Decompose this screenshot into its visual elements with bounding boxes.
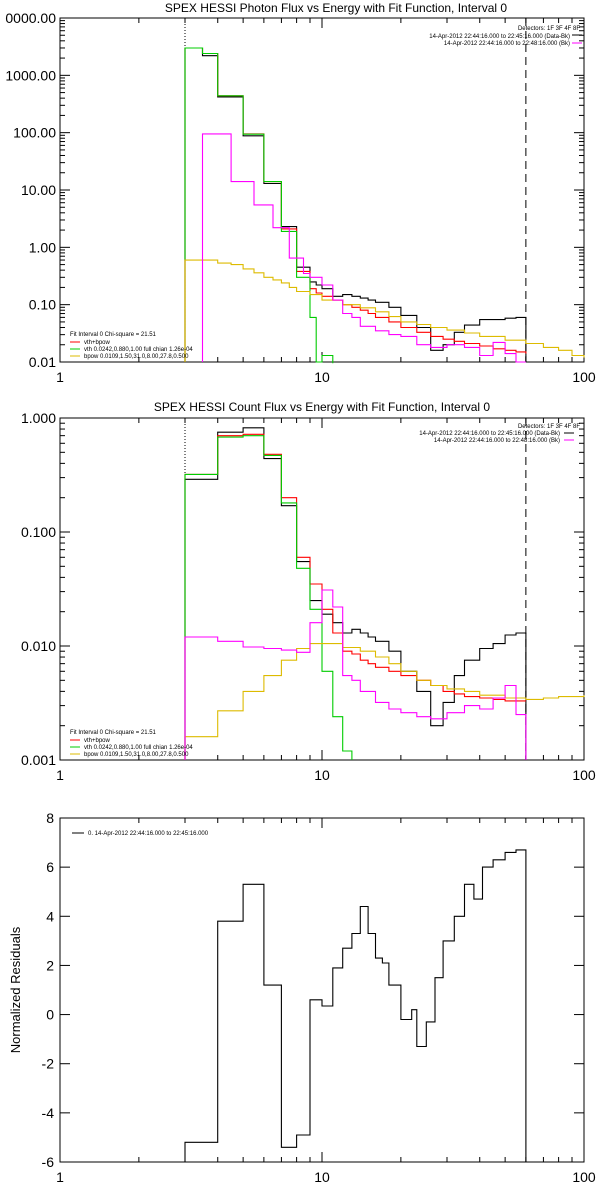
y-tick-label: 6 bbox=[46, 859, 54, 875]
y-tick-label: 2 bbox=[46, 957, 54, 973]
photon-legend-detectors: Detectors: 1F 3F 4F 8F bbox=[518, 26, 580, 32]
y-tick-label: 4 bbox=[46, 908, 54, 924]
series-line-background bbox=[184, 589, 527, 760]
x-tick-label: 1 bbox=[56, 369, 64, 385]
x-tick-label: 1 bbox=[56, 767, 64, 783]
residuals-panel: 1 10 100 -6 -4 -2 0 2 4 6 8 0. 14-Apr-2012 22:44:1… bbox=[8, 810, 596, 1185]
y-tick-label: -6 bbox=[42, 1154, 55, 1170]
residuals-legend: 0. 14-Apr-2012 22:44:16.000 to 22:45:16.… bbox=[88, 831, 209, 837]
count-legend-fit-interval: Fit Interval 0 Chi-square = 21.51 bbox=[70, 730, 157, 736]
count-flux-panel: SPEX HESSI Count Flux vs Energy with Fit… bbox=[21, 400, 596, 783]
x-tick-label: 10 bbox=[314, 369, 330, 385]
photon-legend-fit-interval: Fit Interval 0 Chi-square = 21.51 bbox=[70, 332, 157, 338]
residuals-plot-frame bbox=[59, 817, 585, 1163]
series-line-thermal bbox=[184, 47, 334, 364]
y-tick-label: 0.01 bbox=[29, 354, 56, 370]
count-legend-thermal: vth 0.0242,0.880,1.00 full chian 1.26e-0… bbox=[84, 745, 193, 751]
count-legend-total: vth+bpow bbox=[84, 738, 111, 744]
y-tick-label: 1.00 bbox=[29, 239, 56, 255]
series-line-total bbox=[184, 47, 527, 362]
y-tick-label: 10.00 bbox=[21, 182, 56, 198]
y-tick-label: -2 bbox=[42, 1056, 55, 1072]
photon-flux-plot-frame bbox=[59, 17, 585, 363]
series-line-bpow bbox=[184, 259, 585, 362]
y-tick-label: 1000.00 bbox=[5, 67, 56, 83]
photon-legend-total: vth+bpow bbox=[84, 340, 111, 346]
y-tick-label: 0.001 bbox=[21, 752, 56, 768]
y-tick-label: -4 bbox=[42, 1105, 55, 1121]
y-tick-label: 8 bbox=[46, 810, 54, 826]
y-tick-label: 0000.00 bbox=[5, 10, 56, 26]
x-tick-label: 100 bbox=[572, 369, 596, 385]
x-tick-label: 100 bbox=[572, 1169, 596, 1185]
residuals-y-axis-label: Normalized Residuals bbox=[8, 926, 23, 1053]
count-legend-data: 14-Apr-2012 22:44:16.000 to 22:45:16.000… bbox=[419, 431, 560, 437]
x-tick-label: 10 bbox=[314, 1169, 330, 1185]
x-tick-label: 10 bbox=[314, 767, 330, 783]
y-tick-label: 0 bbox=[46, 1007, 54, 1023]
count-legend-background: 14-Apr-2012 22:44:16.000 to 22:48:16.000… bbox=[434, 438, 560, 444]
series-line-bpow bbox=[184, 643, 585, 760]
series-line-data bbox=[184, 849, 527, 1162]
y-tick-label: 0.010 bbox=[21, 638, 56, 654]
series-line-thermal bbox=[184, 435, 353, 760]
photon-flux-title: SPEX HESSI Photon Flux vs Energy with Fi… bbox=[165, 1, 507, 15]
y-tick-label: 100.00 bbox=[13, 125, 56, 141]
series-line-data bbox=[184, 427, 527, 760]
y-tick-label: 0.100 bbox=[21, 524, 56, 540]
photon-legend-background: 14-Apr-2012 22:44:16.000 to 22:48:16.000… bbox=[444, 41, 570, 47]
y-tick-label: 0.10 bbox=[29, 297, 56, 313]
photon-flux-panel: SPEX HESSI Photon Flux vs Energy with Fi… bbox=[5, 1, 596, 385]
photon-legend-data: 14-Apr-2012 22:44:16.000 to 22:45:16.000… bbox=[429, 34, 570, 40]
count-flux-title: SPEX HESSI Count Flux vs Energy with Fit… bbox=[154, 400, 490, 414]
count-legend-bpow: bpow 0.0109,1.50,31.0,8.00,27.8,0.500 bbox=[84, 752, 189, 758]
x-tick-label: 100 bbox=[572, 767, 596, 783]
photon-legend-thermal: vth 0.0242,0.880,1.00 full chian 1.26e-0… bbox=[84, 347, 193, 353]
y-tick-label: 1.000 bbox=[21, 410, 56, 426]
photon-legend-bpow: bpow 0.0109,1.50,31.0,8.00,27.8,0.500 bbox=[84, 354, 189, 360]
series-line-data bbox=[184, 47, 527, 362]
series-line-background bbox=[201, 133, 526, 363]
count-legend-detectors: Detectors: 1F 3F 4F 8F bbox=[518, 424, 580, 430]
x-tick-label: 1 bbox=[56, 1169, 64, 1185]
